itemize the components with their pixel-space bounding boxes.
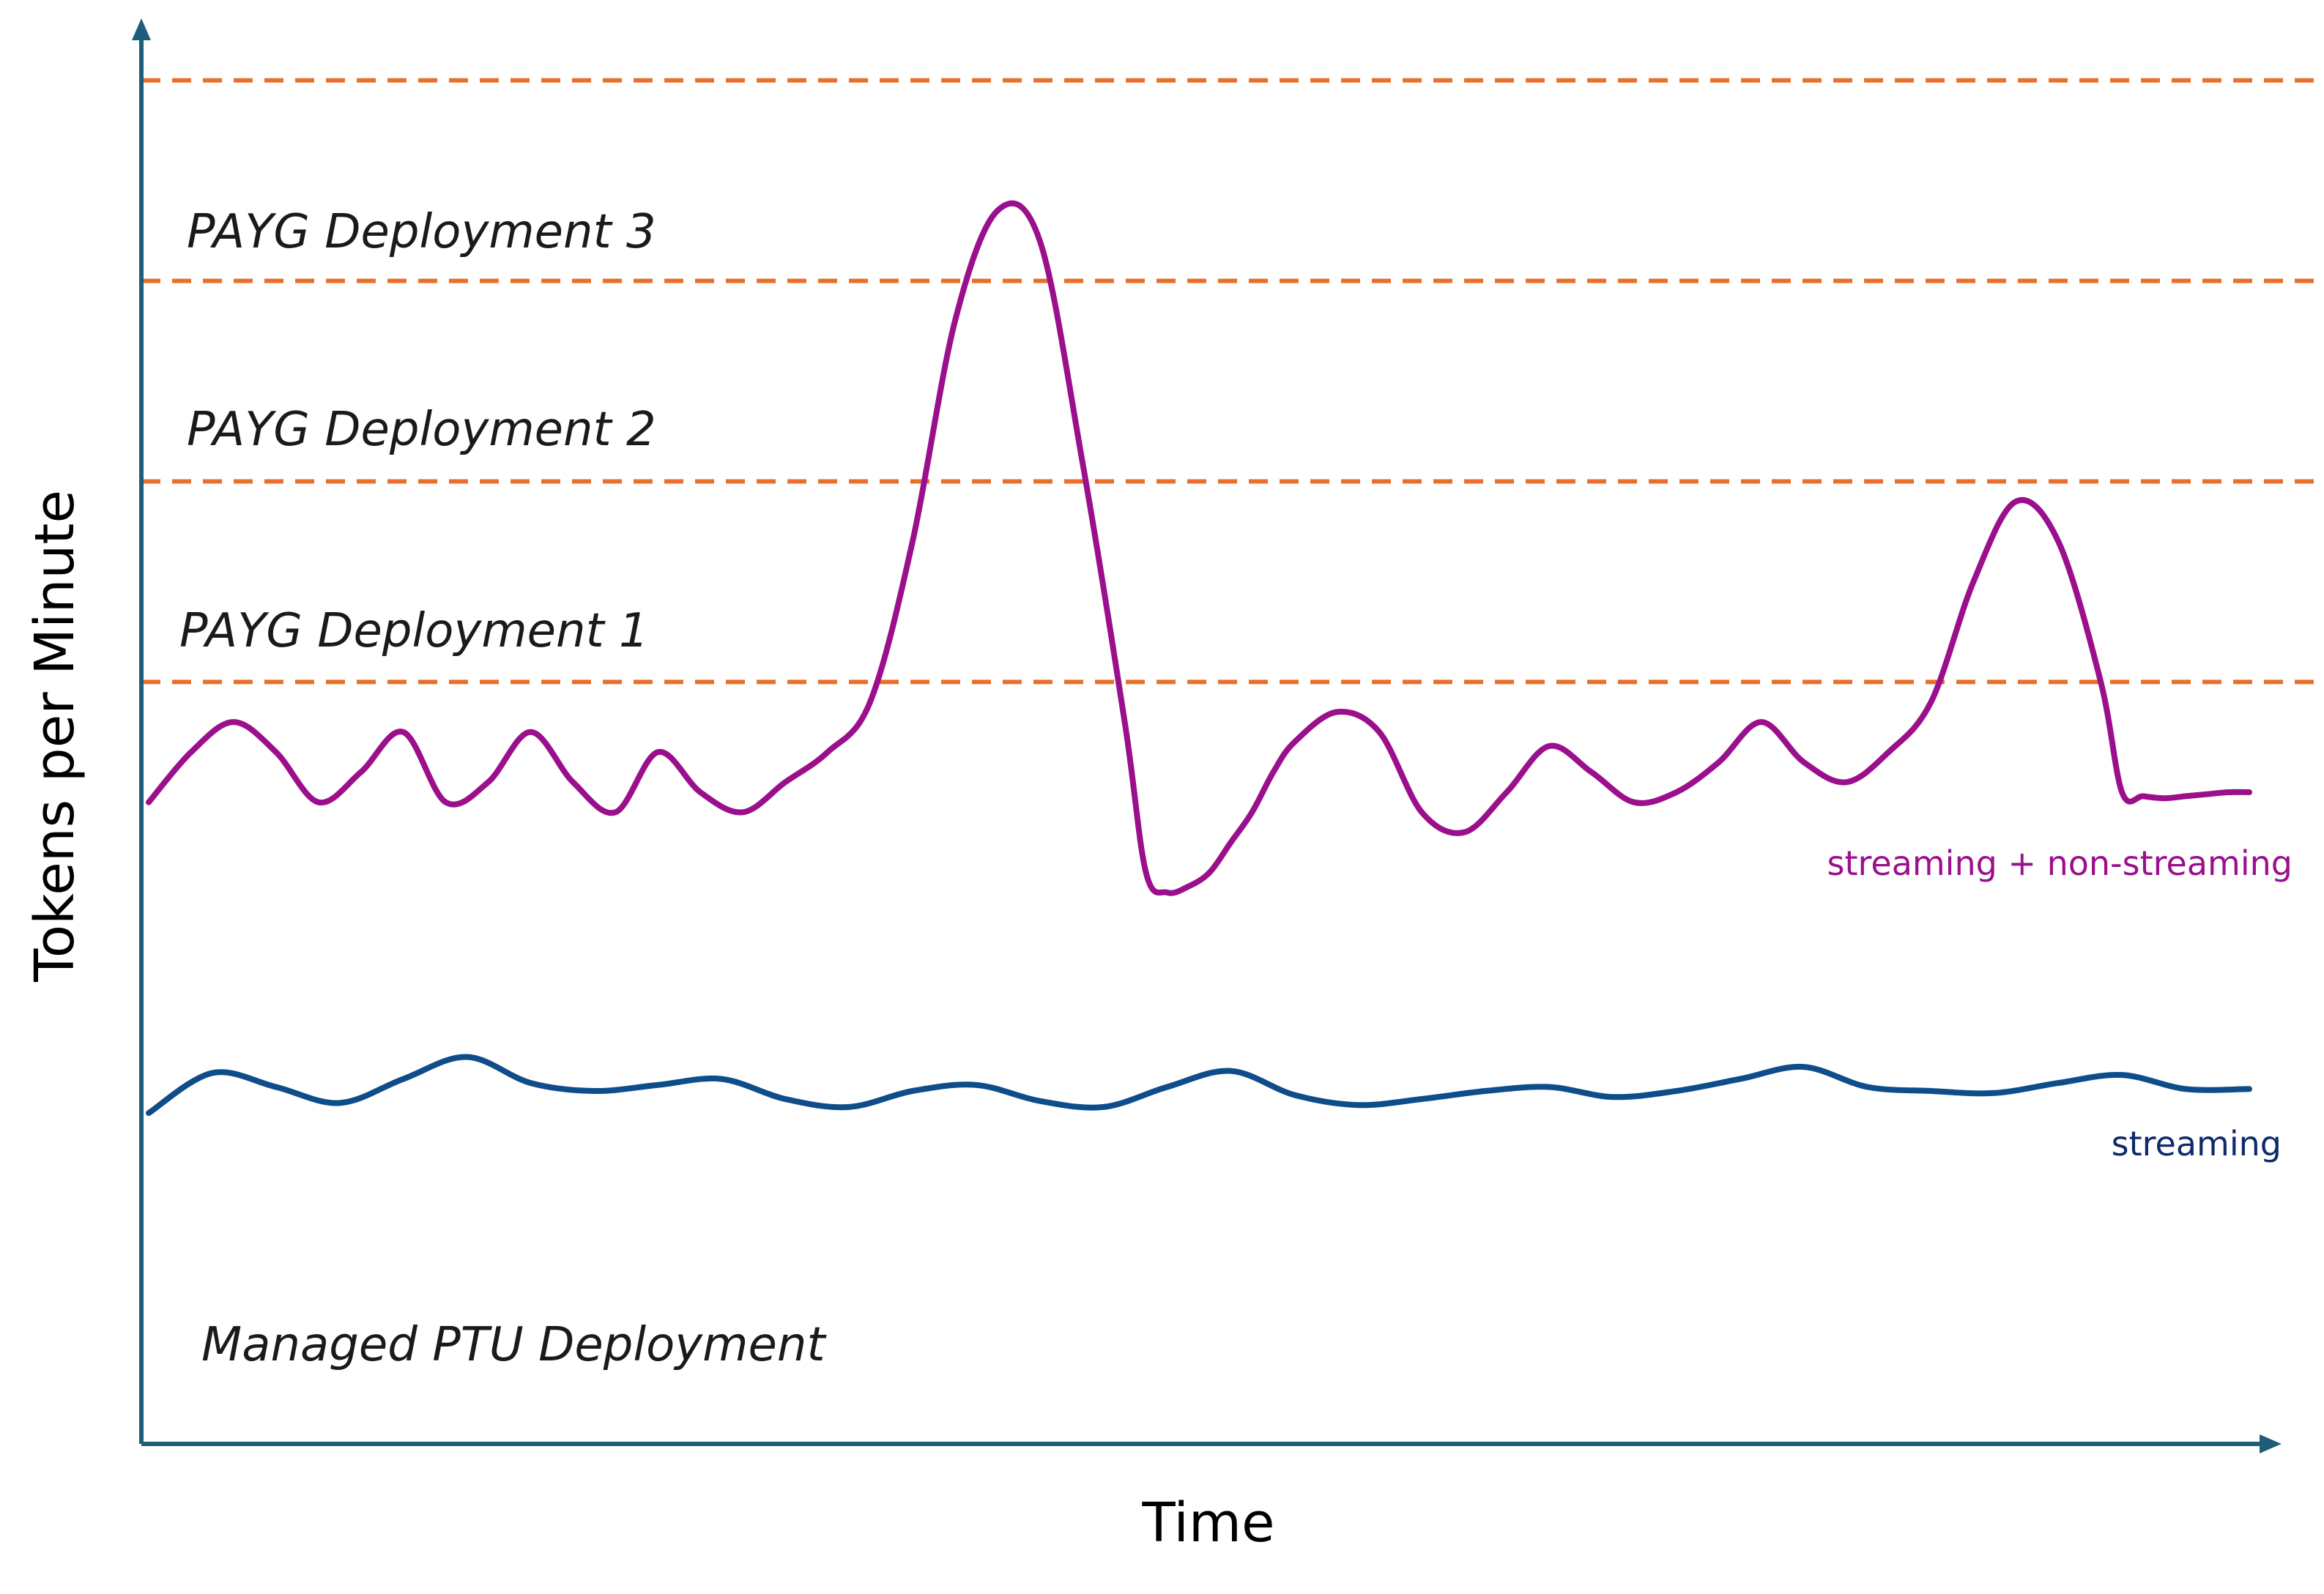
- series-label-streaming: streaming: [2112, 1124, 2282, 1163]
- axes: [132, 18, 2282, 1453]
- x-axis-title: Time: [1141, 1491, 1274, 1554]
- y-axis-title: Tokens per Minute: [23, 490, 86, 983]
- payg-deployment-2-label: PAYG Deployment 2: [187, 403, 656, 457]
- x-axis-arrow-icon: [2260, 1434, 2282, 1453]
- series-label-streaming-non-streaming: streaming + non-streaming: [1827, 843, 2293, 883]
- managed-ptu-deployment-label: Managed PTU Deployment: [201, 1318, 827, 1372]
- y-axis-arrow-icon: [132, 18, 151, 40]
- series-lines: [146, 200, 2252, 1117]
- payg-deployment-1-label: PAYG Deployment 1: [179, 604, 649, 658]
- series-line-streaming-non-streaming: [146, 200, 2252, 896]
- threshold-lines: [141, 78, 2314, 685]
- series-line-streaming: [146, 1054, 2252, 1117]
- payg-deployment-3-label: PAYG Deployment 3: [187, 205, 656, 259]
